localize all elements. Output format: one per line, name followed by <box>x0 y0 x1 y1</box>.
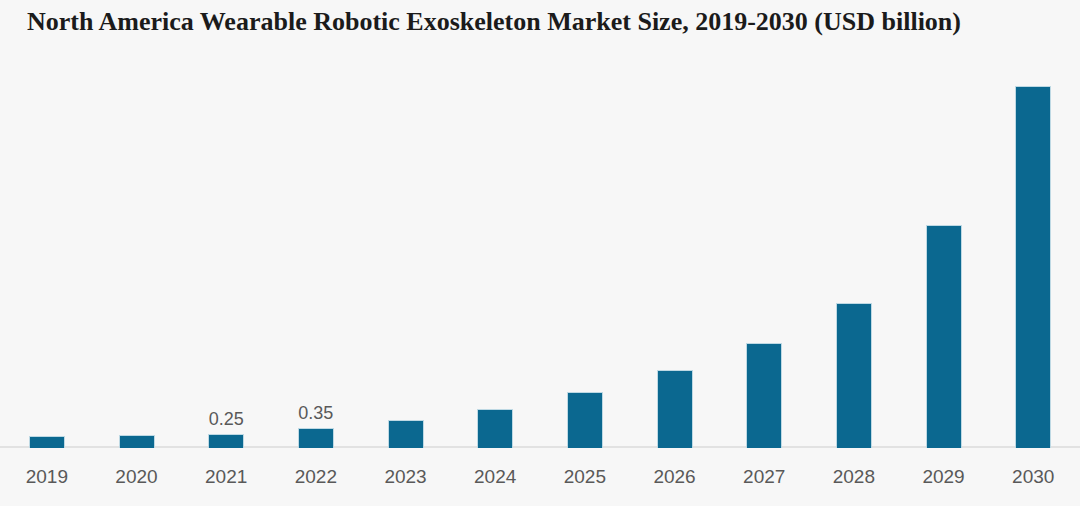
bar-column-2029 <box>899 225 989 448</box>
bar-column-2022: 0.35 <box>271 403 361 448</box>
bar-2029 <box>926 225 962 448</box>
x-tick-label-2021: 2021 <box>181 466 271 488</box>
bar-column-2025 <box>540 392 630 448</box>
bar-column-2019 <box>2 436 92 448</box>
bar-2028 <box>836 303 872 448</box>
x-axis-labels: 2019202020212022202320242025202620272028… <box>2 466 1078 488</box>
x-tick-label-2020: 2020 <box>92 466 182 488</box>
x-tick-label-2030: 2030 <box>988 466 1078 488</box>
x-tick-label-2019: 2019 <box>2 466 92 488</box>
x-tick-label-2023: 2023 <box>361 466 451 488</box>
bar-column-2021: 0.25 <box>181 409 271 448</box>
bar-column-2024 <box>450 409 540 448</box>
bar-column-2030 <box>988 86 1078 448</box>
x-tick-label-2025: 2025 <box>540 466 630 488</box>
bar-2023 <box>388 420 424 448</box>
x-tick-label-2028: 2028 <box>809 466 899 488</box>
bar-2030 <box>1015 86 1051 448</box>
bar-2020 <box>119 435 155 448</box>
bar-2024 <box>477 409 513 448</box>
x-tick-label-2024: 2024 <box>450 466 540 488</box>
bars-container: 0.25 0.35 <box>2 0 1078 448</box>
bar-column-2027 <box>719 343 809 448</box>
x-tick-label-2026: 2026 <box>630 466 720 488</box>
bar-column-2023 <box>361 420 451 448</box>
bar-2022 <box>298 428 334 448</box>
bar-value-label-2021: 0.25 <box>209 409 244 429</box>
bar-2025 <box>567 392 603 448</box>
bar-column-2026 <box>630 370 720 448</box>
x-tick-label-2027: 2027 <box>719 466 809 488</box>
bar-2021 <box>208 434 244 448</box>
x-tick-label-2029: 2029 <box>899 466 989 488</box>
bar-column-2020 <box>92 435 182 448</box>
chart-page: North America Wearable Robotic Exoskelet… <box>0 0 1080 506</box>
bar-chart: 0.250.35 2019202020212022202320242025202… <box>0 0 1080 506</box>
x-tick-label-2022: 2022 <box>271 466 361 488</box>
bar-value-label-2022: 0.35 <box>298 403 333 423</box>
bar-2027 <box>746 343 782 448</box>
bar-2019 <box>29 436 65 448</box>
bar-column-2028 <box>809 303 899 448</box>
bar-2026 <box>657 370 693 448</box>
